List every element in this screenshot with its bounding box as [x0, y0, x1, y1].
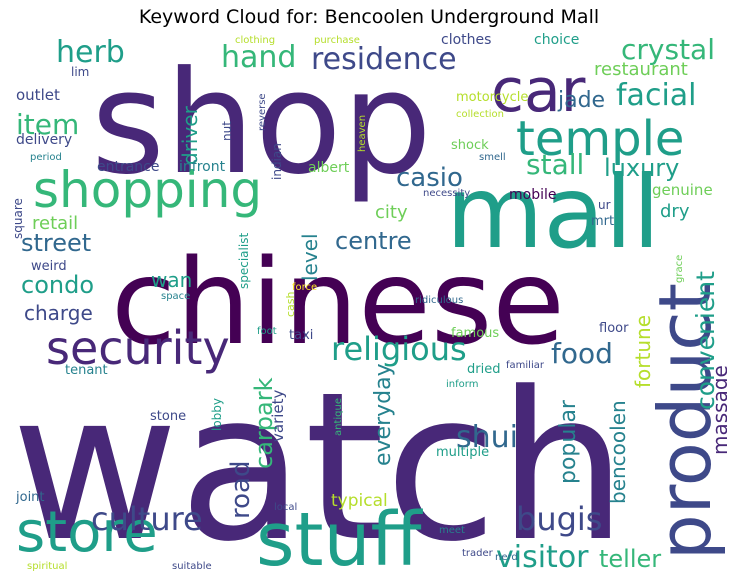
word-lobby: lobby — [210, 397, 224, 431]
word-bugis: bugis — [516, 500, 603, 538]
word-shock: shock — [451, 138, 489, 153]
word-multiple: multiple — [436, 445, 490, 460]
word-spiritual: spiritual — [27, 561, 68, 572]
word-motorcycle: motorcycle — [456, 90, 529, 105]
word-joint: joint — [16, 490, 45, 505]
word-visitor: visitor — [496, 540, 589, 575]
word-smell: smell — [479, 152, 506, 163]
word-mobile: mobile — [509, 187, 557, 203]
word-nut: nut — [220, 121, 234, 141]
word-popular: popular — [556, 400, 581, 484]
word-chinese: chinese — [111, 233, 565, 371]
word-meet: meet — [439, 525, 465, 536]
word-cash: cash — [284, 291, 297, 318]
word-antique: antique — [333, 397, 344, 436]
word-mrt: mrt — [591, 214, 615, 229]
word-famous: famous — [451, 326, 500, 341]
word-variety: variety — [269, 389, 287, 442]
word-store: store — [16, 500, 158, 565]
word-specialist: specialist — [237, 232, 251, 289]
word-foot: foot — [257, 326, 277, 337]
word-indian: indian — [270, 143, 284, 180]
word-temple: temple — [516, 111, 685, 167]
word-centre: centre — [335, 227, 412, 255]
word-weird: weird — [31, 259, 67, 274]
word-ridiculous: ridiculous — [415, 295, 464, 306]
word-jade: jade — [558, 88, 606, 113]
word-period: period — [30, 152, 62, 163]
word-suitable: suitable — [172, 561, 212, 572]
word-reverse: reverse — [257, 93, 268, 131]
word-stone: stone — [150, 409, 187, 424]
word-casio: casio — [396, 163, 463, 193]
word-stuff: stuff — [256, 497, 422, 580]
word-dried: dried — [467, 362, 501, 377]
word-delivery: delivery — [16, 132, 73, 148]
word-albert: albert — [308, 160, 350, 176]
word-dry: dry — [660, 201, 690, 222]
word-inform: inform — [446, 379, 479, 390]
word-item: item — [16, 108, 80, 141]
word-stall: stall — [526, 148, 585, 181]
word-trader: trader — [462, 548, 493, 559]
word-culture: culture — [91, 500, 203, 538]
word-street: street — [21, 229, 92, 257]
word-lim: lim — [71, 65, 90, 79]
word-wan: wan — [151, 268, 193, 292]
word-bencoolen: bencoolen — [606, 400, 630, 504]
word-facial: facial — [616, 78, 697, 113]
word-everyday: everyday — [371, 363, 396, 466]
word-massage: massage — [708, 365, 727, 455]
word-mall: mall — [446, 154, 661, 271]
word-grace: grace — [674, 254, 685, 283]
word-shop: shop — [91, 41, 432, 206]
word-typical: typical — [331, 491, 388, 511]
word-food: food — [551, 337, 613, 370]
word-clothes: clothes — [441, 33, 492, 48]
word-herb: herb — [56, 35, 125, 70]
word-ur: ur — [598, 198, 611, 212]
word-watch: watch — [11, 349, 628, 580]
word-religious: religious — [331, 330, 467, 368]
word-city: city — [375, 202, 408, 223]
word-outlet: outlet — [16, 86, 60, 104]
word-floor: floor — [599, 321, 629, 336]
word-space: space — [161, 291, 191, 302]
word-force: force — [292, 282, 318, 293]
chart-title: Keyword Cloud for: Bencoolen Underground… — [138, 6, 600, 28]
word-necessity: necessity — [423, 188, 471, 199]
word-level: level — [298, 233, 322, 281]
word-purchase: purchase — [314, 35, 360, 46]
word-shui: shui — [456, 420, 518, 455]
word-condo: condo — [21, 271, 95, 299]
word-luxury: luxury — [604, 154, 680, 182]
word-tenant: tenant — [65, 363, 108, 378]
word-local: local — [274, 502, 298, 513]
word-square: square — [11, 198, 25, 239]
word-car: car — [491, 56, 586, 126]
word-restaurant: restaurant — [594, 59, 688, 80]
word-road: road — [226, 460, 256, 519]
word-heaven: heaven — [357, 114, 368, 152]
word-security: security — [46, 321, 230, 375]
word-infront: infront — [179, 159, 226, 175]
word-hand: hand — [221, 40, 297, 75]
word-genuine: genuine — [652, 181, 713, 199]
word-familiar: familiar — [506, 360, 544, 371]
word-retail: retail — [32, 213, 79, 234]
word-nerd: nerd — [495, 552, 518, 563]
word-clothing: clothing — [235, 35, 276, 46]
word-residence: residence — [311, 42, 457, 77]
word-shopping: shopping — [33, 161, 263, 219]
word-taxi: taxi — [289, 328, 314, 343]
word-choice: choice — [534, 33, 580, 48]
word-charge: charge — [24, 301, 93, 325]
word-cloud: watch shop chinese mall product stuff car store… — [11, 33, 727, 580]
word-entrance: entrance — [97, 159, 160, 175]
word-collection: collection — [456, 109, 504, 120]
word-driver: driver — [178, 106, 202, 165]
word-fortune: fortune — [631, 315, 655, 388]
word-crystal: crystal — [621, 33, 715, 66]
word-teller: teller — [599, 545, 662, 573]
